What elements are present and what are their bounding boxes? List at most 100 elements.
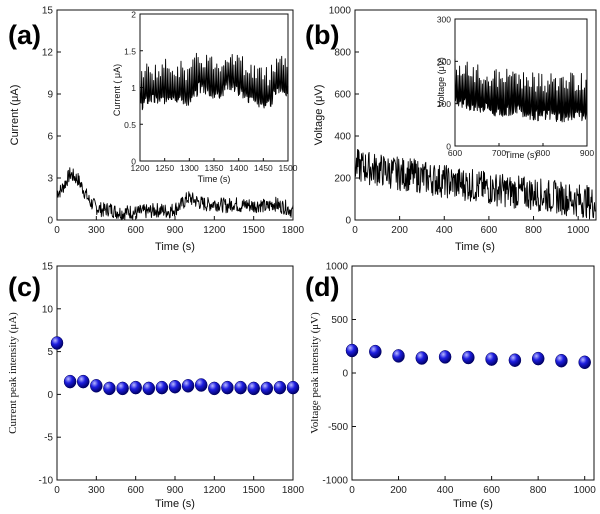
x-tick-label: 300 (88, 225, 105, 236)
panel-c-xlabel: Time (s) (155, 498, 195, 510)
data-point (116, 381, 129, 396)
panel-c-points (50, 336, 300, 396)
panel-d-ticks: 0 200 400 600 800 1000 -1000 -500 0 500 1000 (322, 262, 596, 497)
panel-a-xlabel: Time (s) (155, 241, 195, 253)
x-tick-label: 0 (349, 485, 355, 496)
inset-b-ylabel: Voltage (μV) (436, 57, 446, 107)
data-point (369, 344, 382, 359)
x-tick-label: 1200 (203, 225, 226, 236)
y-tick-label: 6 (47, 132, 53, 143)
y-tick-label: -5 (44, 433, 53, 444)
x-tick-label: 0 (54, 225, 60, 236)
data-point (508, 353, 522, 367)
x-tick-label: 600 (127, 225, 144, 236)
data-point (555, 353, 568, 368)
panel-label-c: (c) (8, 272, 41, 302)
data-point (247, 381, 260, 396)
data-point (181, 379, 195, 393)
x-tick-label: 1500 (243, 225, 266, 236)
panel-b-frame (354, 9, 597, 221)
x-tick-label: 1250 (155, 163, 174, 173)
x-tick-label: 1500 (243, 485, 266, 496)
data-point (578, 355, 591, 370)
data-point (50, 336, 64, 350)
data-point (90, 379, 103, 393)
x-tick-label: 700 (492, 148, 506, 158)
panel-c-frame (56, 265, 294, 481)
inset-b: 600 700 800 900 0 100 200 300 Time (s) Voltage … (436, 15, 594, 161)
y-tick-label: 1 (131, 83, 136, 93)
y-tick-label: 9 (47, 90, 53, 101)
y-tick-label: 0 (131, 157, 136, 167)
inset-b-ticks: 600 700 800 900 0 100 200 300 (437, 15, 595, 159)
y-tick-label: 10 (42, 304, 54, 315)
panel-c-ylabel: Current peak intensity (μA) (7, 312, 19, 434)
inset-a: 1200 1250 1300 1350 1400 1450 1500 0 0.5 1 1.5 2 Ti… (112, 10, 298, 185)
panel-a-ylabel: Current (μA) (9, 85, 21, 146)
data-point (63, 374, 77, 389)
panel-label-d: (d) (305, 272, 339, 302)
panel-label-b: (b) (305, 20, 339, 50)
y-tick-label: 800 (334, 48, 351, 59)
y-tick-label: 2 (131, 10, 136, 20)
panel-b-xlabel: Time (s) (455, 241, 495, 253)
data-point (392, 349, 405, 363)
y-tick-label: 0.5 (124, 120, 136, 130)
x-tick-label: 200 (390, 485, 407, 496)
panel-d-xlabel: Time (s) (453, 498, 493, 510)
data-point (155, 380, 169, 395)
x-tick-label: 0 (54, 485, 60, 496)
x-tick-label: 300 (88, 485, 105, 496)
x-tick-label: 400 (437, 485, 454, 496)
y-tick-label: 5 (47, 347, 53, 358)
x-tick-label: 1350 (205, 163, 224, 173)
x-tick-label: 900 (167, 225, 184, 236)
data-point (129, 380, 142, 395)
inset-b-trace (454, 58, 588, 123)
x-tick-label: 900 (580, 148, 594, 158)
y-tick-label: -1000 (322, 476, 348, 487)
inset-a-xlabel: Time (s) (198, 174, 231, 184)
y-tick-label: 0 (345, 216, 351, 227)
x-tick-label: 0 (352, 225, 358, 236)
x-tick-label: 800 (536, 148, 550, 158)
x-tick-label: 1800 (282, 225, 305, 236)
data-point (438, 350, 452, 364)
inset-b-xlabel: Time (s) (505, 150, 538, 160)
x-tick-label: 600 (483, 485, 500, 496)
panel-a-frame (56, 9, 294, 221)
x-tick-label: 800 (530, 485, 547, 496)
y-tick-label: 300 (437, 15, 451, 25)
y-tick-label: 400 (334, 132, 351, 143)
y-tick-label: 15 (42, 6, 54, 17)
y-tick-label: 1000 (329, 6, 352, 17)
panel-b-trace (354, 149, 597, 220)
x-tick-label: 600 (481, 225, 498, 236)
y-tick-label: 600 (334, 90, 351, 101)
inset-a-ticks: 1200 1250 1300 1350 1400 1450 1500 0 0.5 1 1.5 2 (124, 10, 298, 174)
data-point (286, 380, 300, 395)
panel-label-a: (a) (8, 20, 41, 50)
y-tick-label: 200 (334, 174, 351, 185)
data-point (531, 351, 545, 366)
y-tick-label: 12 (42, 48, 54, 59)
panel-b-ylabel: Voltage (μV) (313, 85, 325, 146)
y-tick-label: 3 (47, 174, 53, 185)
y-tick-label: 0 (47, 390, 53, 401)
data-point (168, 379, 182, 394)
x-tick-label: 1450 (254, 163, 273, 173)
x-tick-label: 400 (436, 225, 453, 236)
y-tick-label: 200 (437, 57, 451, 67)
panel-d-points (345, 343, 591, 370)
panel-c-ticks: 0 300 600 900 1200 1500 1800 -10 -5 0 5 10 15 (39, 262, 305, 497)
x-tick-label: 600 (448, 148, 462, 158)
data-point (260, 381, 274, 396)
data-point (345, 343, 359, 358)
y-tick-label: 100 (437, 99, 451, 109)
y-tick-label: 500 (331, 315, 348, 326)
x-tick-label: 800 (525, 225, 542, 236)
y-tick-label: 0 (342, 369, 348, 380)
